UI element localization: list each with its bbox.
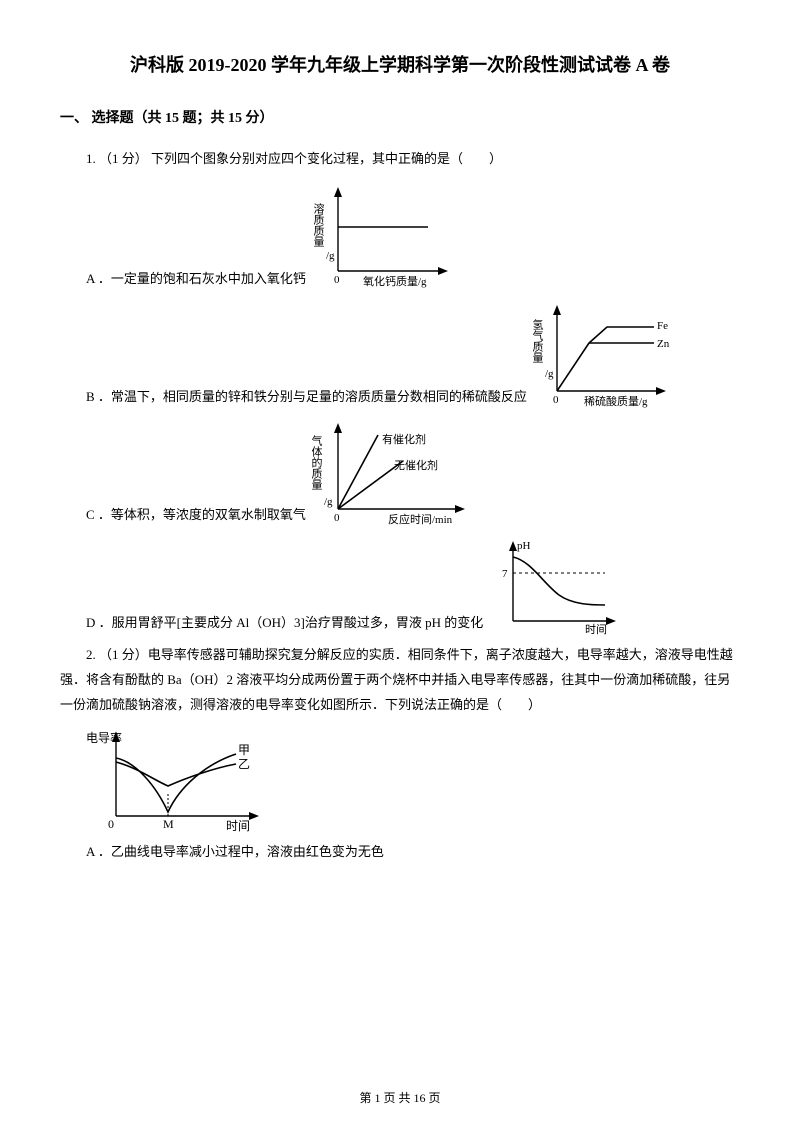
svg-text:/g: /g xyxy=(326,250,335,262)
q1-option-c-text: C ．等体积，等浓度的双氧水制取氧气 xyxy=(60,503,306,528)
q1-option-a-text: A ．一定量的饱和石灰水中加入氧化钙 xyxy=(60,267,306,292)
svg-text:溶质质量: 溶质质量 xyxy=(312,202,325,247)
svg-text:0: 0 xyxy=(334,512,340,524)
q1-fig-c: 气体的质量 /g 0 反应时间/min 有催化剂 无催化剂 xyxy=(308,417,483,527)
q1-fig-d: pH 时间 7 xyxy=(485,535,630,635)
doc-title: 沪科版 2019-2020 学年九年级上学期科学第一次阶段性测试试卷 A 卷 xyxy=(60,48,740,82)
svg-text:0: 0 xyxy=(108,817,114,831)
svg-text:电导率: 电导率 xyxy=(86,730,122,745)
svg-text:0: 0 xyxy=(553,394,559,406)
svg-text:7: 7 xyxy=(502,568,508,580)
q2-option-a: A ．乙曲线电导率减小过程中，溶液由红色变为无色 xyxy=(60,840,740,865)
svg-text:0: 0 xyxy=(334,274,340,286)
q1-option-b-row: B ．常温下，相同质量的锌和铁分别与足量的溶质质量分数相同的稀硫酸反应 氢气质量… xyxy=(60,299,740,409)
page-footer: 第 1 页 共 16 页 xyxy=(0,1087,800,1110)
q1-option-a-row: A ．一定量的饱和石灰水中加入氧化钙 溶质质量 /g 0 氧化钙质量/g xyxy=(60,181,740,291)
q2-fig: 电导率 时间 0 M 甲 乙 xyxy=(86,724,740,834)
svg-text:无催化剂: 无催化剂 xyxy=(394,458,438,472)
svg-text:反应时间/min: 反应时间/min xyxy=(388,512,453,526)
svg-text:稀硫酸质量/g: 稀硫酸质量/g xyxy=(584,394,648,408)
svg-text:甲: 甲 xyxy=(238,743,250,757)
svg-text:Fe: Fe xyxy=(657,320,668,332)
svg-text:时间: 时间 xyxy=(226,819,250,833)
svg-text:氢气质量: 氢气质量 xyxy=(531,318,544,363)
svg-text:时间: 时间 xyxy=(585,623,607,635)
svg-text:M: M xyxy=(163,817,174,831)
q1-option-d-text: D ．服用胃舒平[主要成分 Al（OH）3]治疗胃酸过多，胃液 pH 的变化 xyxy=(60,611,483,636)
q1-option-d-row: D ．服用胃舒平[主要成分 Al（OH）3]治疗胃酸过多，胃液 pH 的变化 p… xyxy=(60,535,740,635)
svg-text:/g: /g xyxy=(324,496,333,508)
svg-text:有催化剂: 有催化剂 xyxy=(382,432,426,446)
q1-option-c-row: C ．等体积，等浓度的双氧水制取氧气 气体的质量 /g 0 反应时间/min 有… xyxy=(60,417,740,527)
q1-figA-xlabel: 氧化钙质量/g xyxy=(363,274,427,288)
q2-stem: 2. （1 分）电导率传感器可辅助探究复分解反应的实质．相同条件下，离子浓度越大… xyxy=(60,643,740,717)
q1-fig-b: 氢气质量 /g 0 稀硫酸质量/g Fe Zn xyxy=(529,299,679,409)
svg-text:/g: /g xyxy=(545,368,554,380)
svg-text:Zn: Zn xyxy=(657,338,670,350)
svg-text:乙: 乙 xyxy=(238,757,250,771)
q1-option-b-text: B ．常温下，相同质量的锌和铁分别与足量的溶质质量分数相同的稀硫酸反应 xyxy=(60,385,527,410)
svg-text:气体的质量: 气体的质量 xyxy=(310,434,323,490)
section-heading-1: 一、 选择题（共 15 题；共 15 分） xyxy=(60,106,740,133)
q1-stem: 1. （1 分） 下列四个图象分别对应四个变化过程，其中正确的是（ ） xyxy=(60,147,740,172)
q1-fig-a: 溶质质量 /g 0 氧化钙质量/g xyxy=(308,181,458,291)
svg-text:pH: pH xyxy=(517,540,531,552)
